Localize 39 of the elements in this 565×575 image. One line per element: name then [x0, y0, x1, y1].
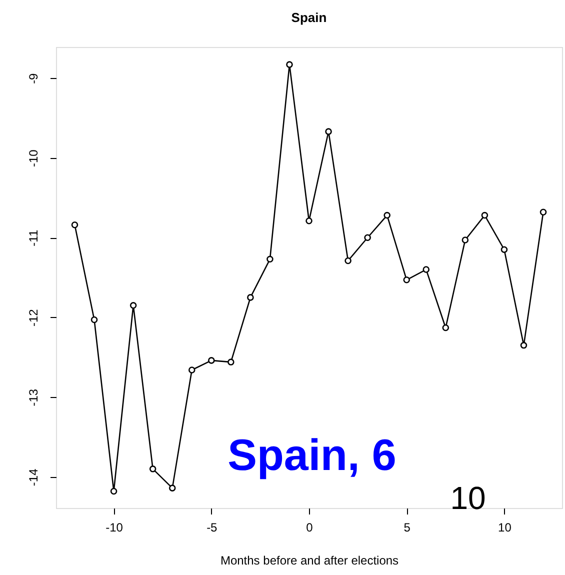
point [110, 488, 118, 495]
point [481, 212, 488, 219]
y-tick-label: -10 [26, 149, 40, 168]
annotation: Spain, 6 [228, 431, 396, 480]
point [384, 212, 390, 219]
point [266, 256, 274, 263]
point [520, 342, 528, 349]
point [228, 358, 234, 366]
point [168, 484, 176, 492]
point [71, 221, 78, 228]
point [286, 61, 293, 68]
point [90, 316, 98, 324]
point [188, 366, 196, 374]
chart-title: Spain [291, 10, 327, 25]
point [306, 217, 312, 224]
y-tick-label: -11 [26, 230, 40, 246]
point [422, 266, 430, 273]
x-tick-label: 0 [306, 520, 314, 534]
x-tick-label: -10 [106, 520, 124, 534]
point [500, 246, 508, 253]
x-tick-label: 5 [404, 520, 411, 534]
point [149, 466, 156, 472]
point [442, 324, 450, 332]
y-tick-label: -13 [26, 388, 40, 406]
point [208, 357, 215, 364]
y-tick-label: -14 [26, 468, 40, 486]
x-tick-label: -5 [206, 520, 218, 534]
point [540, 208, 547, 216]
point [130, 302, 137, 309]
y-tick-label: -9 [26, 72, 40, 84]
x-axis-title: Months before and after elections [220, 554, 399, 568]
x-tick-label: 10 [498, 520, 512, 534]
point [364, 234, 371, 242]
point [247, 294, 254, 301]
point [344, 257, 352, 264]
point [325, 128, 332, 135]
point [403, 276, 410, 284]
y-tick-label: -12 [26, 308, 40, 327]
point [462, 236, 469, 244]
